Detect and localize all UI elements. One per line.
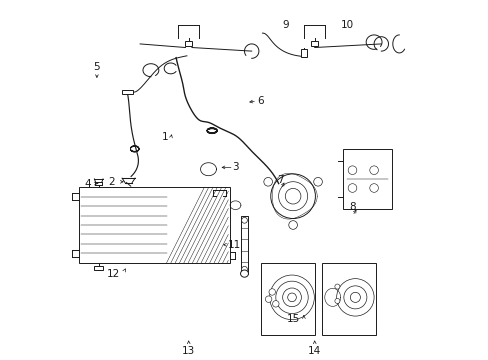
Circle shape xyxy=(285,188,300,204)
Text: 12: 12 xyxy=(107,269,120,279)
Bar xyxy=(321,263,375,335)
Circle shape xyxy=(265,296,271,302)
Bar xyxy=(185,41,192,46)
Circle shape xyxy=(343,286,366,309)
Circle shape xyxy=(349,292,360,302)
Circle shape xyxy=(347,184,356,192)
Circle shape xyxy=(241,217,247,223)
Text: 10: 10 xyxy=(340,20,353,30)
Bar xyxy=(240,216,248,274)
Bar xyxy=(260,263,314,335)
Text: 14: 14 xyxy=(307,346,321,356)
Circle shape xyxy=(347,166,356,175)
Ellipse shape xyxy=(240,270,248,277)
Circle shape xyxy=(288,221,297,229)
Text: 5: 5 xyxy=(93,62,100,72)
Text: 8: 8 xyxy=(348,202,355,212)
Circle shape xyxy=(272,301,279,307)
Text: 15: 15 xyxy=(286,314,300,324)
Text: 4: 4 xyxy=(85,179,91,189)
Text: 6: 6 xyxy=(257,96,263,106)
Bar xyxy=(94,266,103,270)
Circle shape xyxy=(269,275,314,320)
Circle shape xyxy=(287,293,296,302)
Bar xyxy=(301,49,306,57)
Text: 9: 9 xyxy=(282,20,288,30)
Text: 7: 7 xyxy=(277,175,283,185)
Circle shape xyxy=(334,298,339,303)
Circle shape xyxy=(282,288,301,307)
Circle shape xyxy=(278,182,307,211)
Text: 1: 1 xyxy=(162,132,168,142)
Bar xyxy=(311,41,317,46)
Circle shape xyxy=(369,166,378,175)
Circle shape xyxy=(275,281,307,314)
Text: 13: 13 xyxy=(182,346,195,356)
Text: 3: 3 xyxy=(231,162,238,172)
Text: 11: 11 xyxy=(228,240,241,250)
Bar xyxy=(122,90,133,94)
Circle shape xyxy=(369,184,378,192)
Circle shape xyxy=(313,177,322,186)
Circle shape xyxy=(268,289,275,295)
Bar xyxy=(343,149,391,209)
Text: 2: 2 xyxy=(108,177,115,187)
Circle shape xyxy=(270,174,315,219)
Circle shape xyxy=(241,266,247,272)
Circle shape xyxy=(334,284,339,289)
Bar xyxy=(79,187,230,263)
Circle shape xyxy=(336,279,373,316)
Circle shape xyxy=(264,177,272,186)
